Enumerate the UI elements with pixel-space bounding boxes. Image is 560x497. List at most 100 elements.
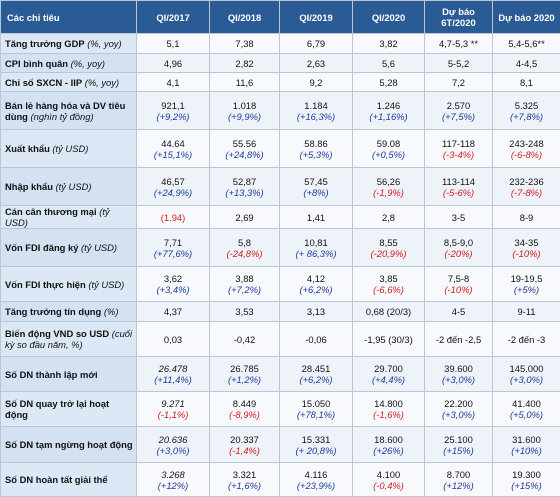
value-cell: 8.700(+12%) — [425, 463, 493, 497]
cell-value: 2,8 — [382, 212, 395, 223]
cell-value: 4-4,5 — [516, 58, 537, 69]
value-cell: 5,1 — [137, 34, 210, 54]
row-label: Biến động VND so USD (cuối kỳ so đầu năm… — [1, 322, 137, 357]
value-cell: 58.86(+5,3%) — [280, 130, 353, 168]
value-cell: 2,69 — [210, 206, 280, 229]
cell-value: 4,12 — [307, 273, 325, 284]
value-cell: 9.271(-1,1%) — [137, 392, 210, 427]
row-label: Chỉ số SXCN - IIP (%, yoy) — [1, 73, 137, 92]
value-cell: 4,7-5,3 ** — [425, 34, 493, 54]
value-cell: 5,8(-24,8%) — [210, 229, 280, 267]
cell-value: 8.700 — [447, 469, 470, 480]
cell-value: 4,37 — [164, 306, 182, 317]
cell-value: 34-35 — [515, 237, 539, 248]
cell-value: 59.08 — [377, 138, 400, 149]
cell-value: 1.018 — [233, 100, 256, 111]
indicator-name: Chỉ số SXCN - IIP — [5, 77, 82, 88]
cell-value: 8.449 — [233, 398, 256, 409]
cell-value: 0,68 (20/3) — [366, 306, 411, 317]
cell-value: 3-5 — [452, 212, 466, 223]
cell-value: 5.325 — [515, 100, 538, 111]
value-cell: 0,68 (20/3) — [353, 302, 425, 322]
value-cell: 9,2 — [280, 73, 353, 92]
cell-value: 4.100 — [377, 469, 400, 480]
cell-change: (+1,6%) — [212, 480, 277, 491]
cell-value: 5,8 — [238, 237, 251, 248]
row-label: Số DN thành lập mới — [1, 357, 137, 392]
value-cell: 8,1 — [493, 73, 560, 92]
indicator-unit: (tỷ USD) — [53, 181, 92, 192]
cell-value: 9-11 — [517, 306, 535, 317]
value-cell: 232-236(-7-8%) — [493, 168, 560, 206]
cell-value: 1,41 — [307, 212, 325, 223]
indicator-name: Tăng trưởng tín dụng — [5, 306, 101, 317]
cell-value: 4,7-5,3 ** — [439, 38, 478, 49]
value-cell: 1.184(+16,3%) — [280, 92, 353, 130]
cell-value: 9,2 — [309, 77, 322, 88]
value-cell: 4.116(+23,9%) — [280, 463, 353, 497]
value-cell: 34-35(-10%) — [493, 229, 560, 267]
cell-change: (+7,2%) — [212, 284, 277, 295]
cell-value: 14.800 — [374, 398, 403, 409]
cell-value: 7,71 — [164, 237, 182, 248]
value-cell: 4,12(+6,2%) — [280, 267, 353, 302]
cell-value: 56,26 — [377, 176, 400, 187]
value-cell: 3.268(+12%) — [137, 463, 210, 497]
value-cell: 1,41 — [280, 206, 353, 229]
cell-value: 3,62 — [164, 273, 182, 284]
row-label: Tăng trưởng GDP (%, yoy) — [1, 34, 137, 54]
indicator-unit: (tỷ USD) — [86, 279, 125, 290]
cell-value: 5,1 — [166, 38, 179, 49]
row-label: Vốn FDI thực hiện (tỷ USD) — [1, 267, 137, 302]
cell-value: 232-236 — [509, 176, 543, 187]
column-header: QI/2017 — [137, 1, 210, 34]
value-cell: 8-9 — [493, 206, 560, 229]
cell-change: (+13,3%) — [212, 187, 277, 198]
cell-change: (-1,4%) — [212, 445, 277, 456]
indicator-name: Cán cân thương mại — [5, 206, 97, 217]
indicator-name: Xuất khẩu — [5, 143, 50, 154]
indicator-name: Nhập khẩu — [5, 181, 53, 192]
cell-change: (-3-4%) — [427, 149, 490, 160]
cell-change: (+3,0%) — [495, 374, 558, 385]
cell-value: 6,79 — [307, 38, 325, 49]
cell-change: (+6,2%) — [282, 374, 350, 385]
value-cell: 8,55(-20,9%) — [353, 229, 425, 267]
row-label: Số DN quay trở lại hoạt động — [1, 392, 137, 427]
cell-change: (-20%) — [427, 248, 490, 259]
indicator-unit: (%, yoy) — [85, 38, 122, 49]
table-row: Vốn FDI thực hiện (tỷ USD)3,62(+3,4%)3,8… — [1, 267, 560, 302]
value-cell: 57,45(+8%) — [280, 168, 353, 206]
value-cell: 4.100(-0,4%) — [353, 463, 425, 497]
cell-value: 5-5,2 — [448, 58, 469, 69]
row-label: Cán cân thương mại (tỷ USD) — [1, 206, 137, 229]
value-cell: 20.636(+3,0%) — [137, 427, 210, 463]
value-cell: -2 đến -3 — [493, 322, 560, 357]
table-row: Nhập khẩu (tỷ USD)46,57(+24,9%)52,87(+13… — [1, 168, 560, 206]
indicator-name: Vốn FDI đăng ký — [5, 242, 78, 253]
value-cell: 26.785(+1,2%) — [210, 357, 280, 392]
cell-change: (+7,5%) — [427, 111, 490, 122]
cell-value: 3.321 — [233, 469, 256, 480]
cell-value: -2 đến -3 — [508, 334, 546, 345]
cell-change: (-6,6%) — [355, 284, 422, 295]
cell-value: 921,1 — [161, 100, 184, 111]
value-cell: 921,1(+9,2%) — [137, 92, 210, 130]
value-cell: 3,53 — [210, 302, 280, 322]
cell-change: (+8%) — [282, 187, 350, 198]
value-cell: 117-118(-3-4%) — [425, 130, 493, 168]
cell-value: 4.116 — [305, 469, 328, 480]
cell-change: (-7-8%) — [495, 187, 558, 198]
value-cell: 19-19,5(+5%) — [493, 267, 560, 302]
value-cell: 7,5-8(-10%) — [425, 267, 493, 302]
value-cell: 4-4,5 — [493, 54, 560, 73]
indicator-name: Vốn FDI thực hiện — [5, 279, 86, 290]
value-cell: 41.400(+5,0%) — [493, 392, 560, 427]
cell-change: (+15%) — [495, 480, 558, 491]
table-row: Biến động VND so USD (cuối kỳ so đầu năm… — [1, 322, 560, 357]
indicator-unit: (%, yoy) — [68, 58, 105, 69]
cell-value: 57,45 — [304, 176, 327, 187]
value-cell: 4,96 — [137, 54, 210, 73]
